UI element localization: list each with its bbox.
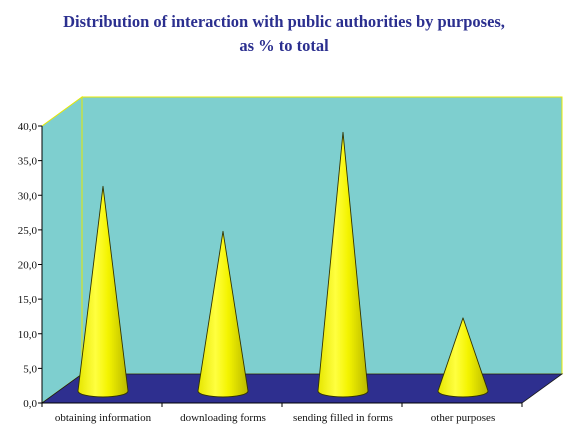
y-tick-label: 25,0 [18,225,38,237]
cone-body [197,230,249,398]
chart-title: Distribution of interaction with public … [0,10,568,58]
left-wall [41,96,83,404]
y-tick-label: 35,0 [18,156,38,168]
cone-body [437,317,489,398]
x-category-label: obtaining information [55,412,152,424]
y-tick-label: 15,0 [18,294,38,306]
cone-bar [197,230,249,398]
chart-title-line-1: Distribution of interaction with public … [63,12,505,31]
cone-body [317,131,369,398]
x-category-label: downloading forms [180,412,266,424]
back-wall [81,96,563,375]
y-tick-label: 40,0 [18,121,38,133]
y-tick-label: 10,0 [18,329,38,341]
y-tick-label: 30,0 [18,190,38,202]
cone-bar [77,185,129,398]
y-tick-label: 5,0 [23,363,37,375]
cone-body [77,185,129,398]
chart-title-line-2: as % to total [239,36,329,55]
cone-bar [437,317,489,398]
x-category-label: sending filled in forms [293,412,393,424]
y-tick-label: 20,0 [18,260,38,272]
y-tick-label: 0,0 [23,398,37,410]
cone-bar [317,131,369,398]
x-category-label: other purposes [431,412,495,424]
